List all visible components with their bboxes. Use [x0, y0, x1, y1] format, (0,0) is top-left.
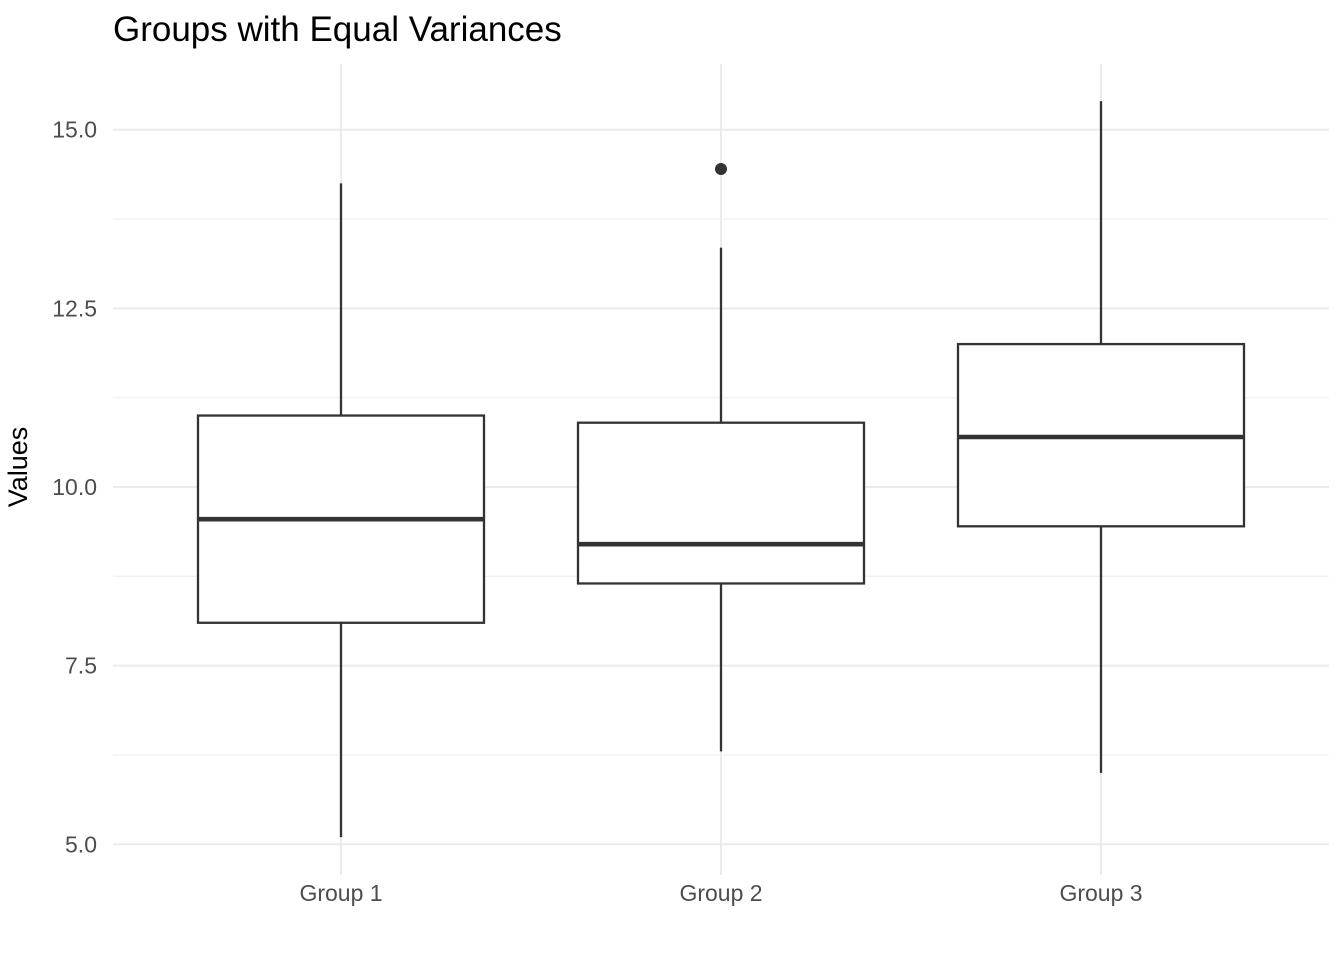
- boxplot-box: [576, 421, 866, 585]
- y-tick-label: 15.0: [52, 117, 97, 143]
- y-tick-label: 12.5: [52, 295, 97, 321]
- boxplot-series-layer: [196, 101, 1246, 838]
- x-tick-label: Group 3: [1059, 880, 1142, 906]
- x-tick-label: Group 1: [299, 880, 382, 906]
- y-tick-label: 7.5: [65, 653, 97, 679]
- chart-title: Groups with Equal Variances: [113, 10, 562, 49]
- boxplot-group: [576, 163, 866, 752]
- axis-labels-layer: 5.0 7.5 10.0 12.5 15.0 Group 1 Group 2 Group 3: [52, 117, 1142, 906]
- y-tick-label: 10.0: [52, 474, 97, 500]
- boxplot-group: [196, 183, 486, 838]
- outlier-point: [715, 163, 727, 176]
- boxplot-group: [956, 101, 1246, 773]
- y-tick-label: 5.0: [65, 831, 97, 857]
- y-axis-title: Values: [3, 427, 33, 508]
- x-tick-label: Group 2: [679, 880, 762, 906]
